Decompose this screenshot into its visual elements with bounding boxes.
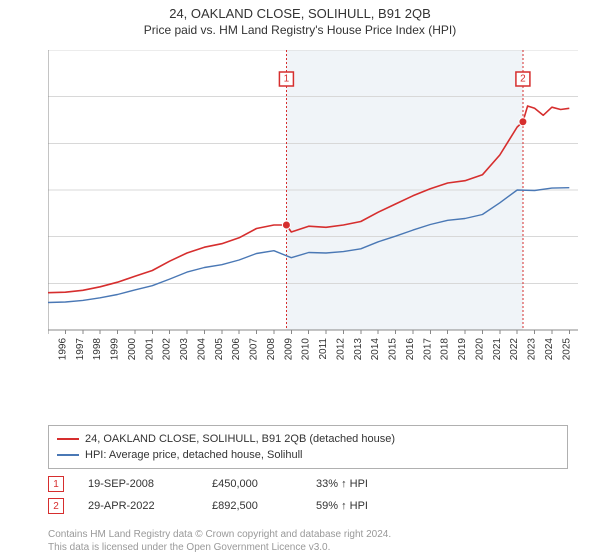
legend-label-hpi: HPI: Average price, detached house, Soli… [85,447,303,463]
svg-text:2015: 2015 [388,338,399,361]
svg-text:2022: 2022 [509,338,520,361]
sales-row: 1 19-SEP-2008 £450,000 33% ↑ HPI [48,476,568,492]
svg-text:2004: 2004 [196,338,207,361]
svg-text:2023: 2023 [527,338,538,361]
svg-text:2003: 2003 [179,338,190,361]
sale-delta: 33% ↑ HPI [316,478,396,490]
title-block: 24, OAKLAND CLOSE, SOLIHULL, B91 2QB Pri… [0,0,600,37]
svg-text:2021: 2021 [492,338,503,361]
attribution-footer: Contains HM Land Registry data © Crown c… [48,528,568,554]
svg-text:2009: 2009 [283,338,294,361]
svg-text:2025: 2025 [561,338,572,361]
sale-delta: 59% ↑ HPI [316,500,396,512]
legend-panel: 24, OAKLAND CLOSE, SOLIHULL, B91 2QB (de… [48,425,568,469]
sales-table: 1 19-SEP-2008 £450,000 33% ↑ HPI 2 29-APR-202… [48,476,568,520]
svg-text:2008: 2008 [266,338,277,361]
legend-label-price: 24, OAKLAND CLOSE, SOLIHULL, B91 2QB (de… [85,431,395,447]
svg-text:2019: 2019 [457,338,468,361]
legend-box: 24, OAKLAND CLOSE, SOLIHULL, B91 2QB (de… [48,425,568,469]
svg-text:2020: 2020 [474,338,485,361]
footer-line-1: Contains HM Land Registry data © Crown c… [48,528,568,541]
sales-row: 2 29-APR-2022 £892,500 59% ↑ HPI [48,498,568,514]
svg-text:1998: 1998 [92,338,103,361]
svg-text:2: 2 [520,74,526,85]
svg-text:2002: 2002 [162,338,173,361]
svg-text:2006: 2006 [231,338,242,361]
svg-text:1: 1 [284,74,290,85]
svg-text:2010: 2010 [301,338,312,361]
svg-text:1997: 1997 [75,338,86,361]
svg-text:2000: 2000 [127,338,138,361]
svg-text:1996: 1996 [57,338,68,361]
svg-text:2011: 2011 [318,338,329,360]
svg-text:2001: 2001 [144,338,155,361]
svg-text:2014: 2014 [370,338,381,361]
svg-text:1999: 1999 [110,338,121,361]
svg-text:2017: 2017 [422,338,433,361]
svg-text:2007: 2007 [249,338,260,361]
svg-text:2012: 2012 [335,338,346,361]
legend-row-price: 24, OAKLAND CLOSE, SOLIHULL, B91 2QB (de… [57,431,559,447]
svg-text:2024: 2024 [544,338,555,361]
sale-price: £892,500 [212,500,292,512]
chart-container: 24, OAKLAND CLOSE, SOLIHULL, B91 2QB Pri… [0,0,600,560]
price-chart: £0£200K£400K£600K£800K£1M£1.2M1995199619… [48,50,578,370]
sale-date: 29-APR-2022 [88,500,188,512]
sale-date: 19-SEP-2008 [88,478,188,490]
chart-title: 24, OAKLAND CLOSE, SOLIHULL, B91 2QB [0,6,600,21]
svg-text:2013: 2013 [353,338,364,361]
footer-line-2: This data is licensed under the Open Gov… [48,541,568,554]
sale-price: £450,000 [212,478,292,490]
chart-subtitle: Price paid vs. HM Land Registry's House … [0,23,600,37]
sale-marker-icon: 1 [48,476,64,492]
svg-text:2016: 2016 [405,338,416,361]
sale-marker-icon: 2 [48,498,64,514]
legend-swatch-hpi [57,454,79,456]
legend-row-hpi: HPI: Average price, detached house, Soli… [57,447,559,463]
svg-text:1995: 1995 [48,338,51,361]
legend-swatch-price [57,438,79,440]
svg-text:2018: 2018 [440,338,451,361]
svg-text:2005: 2005 [214,338,225,361]
